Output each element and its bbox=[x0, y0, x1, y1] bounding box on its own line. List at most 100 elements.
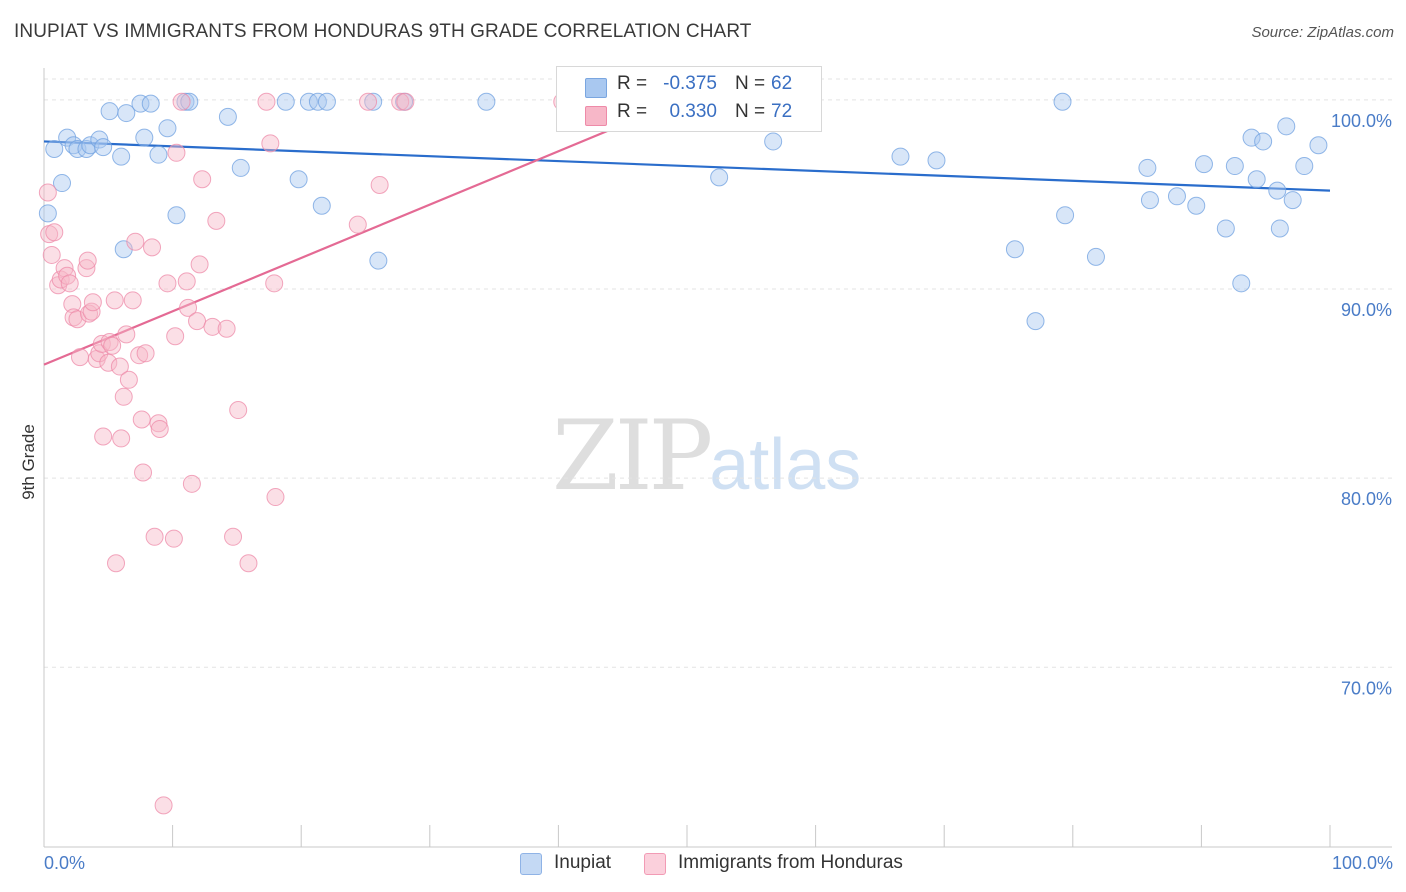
honduras-point bbox=[77, 259, 96, 278]
honduras-point bbox=[107, 554, 126, 573]
honduras-point bbox=[123, 291, 142, 310]
legend-r-value: 0.330 bbox=[669, 101, 717, 122]
inupiat-point bbox=[180, 92, 199, 111]
honduras-point bbox=[126, 232, 145, 251]
honduras-point bbox=[370, 175, 389, 194]
honduras-point bbox=[82, 302, 101, 321]
inupiat-trend-line bbox=[43, 140, 1331, 192]
honduras-point bbox=[224, 527, 243, 546]
honduras-point bbox=[83, 293, 102, 312]
inupiat-point bbox=[231, 158, 250, 177]
inupiat-point bbox=[112, 147, 131, 166]
honduras-point bbox=[188, 312, 207, 331]
inupiat-point bbox=[53, 174, 72, 193]
inupiat-point bbox=[1194, 155, 1213, 174]
inupiat-point bbox=[1295, 157, 1314, 176]
honduras-point bbox=[190, 255, 209, 274]
honduras-point bbox=[143, 238, 162, 257]
legend-r-label: R = bbox=[617, 73, 648, 94]
inupiat-point bbox=[317, 92, 336, 111]
x-tick-label: 0.0% bbox=[44, 853, 85, 873]
watermark-zip: ZIP bbox=[552, 400, 713, 512]
honduras-point bbox=[99, 353, 118, 372]
honduras-point bbox=[193, 170, 212, 189]
honduras-point bbox=[110, 357, 129, 376]
honduras-point bbox=[71, 348, 90, 367]
inupiat-point bbox=[94, 138, 113, 157]
honduras-point bbox=[359, 92, 378, 111]
honduras-point bbox=[103, 336, 122, 355]
inupiat-point bbox=[289, 170, 308, 189]
legend-n-label: N = bbox=[735, 73, 766, 94]
honduras-point bbox=[182, 474, 201, 493]
honduras-point bbox=[68, 310, 87, 329]
honduras-point bbox=[257, 92, 276, 111]
y-tick-labels: 70.0% 80.0% 90.0% 100.0% bbox=[1331, 111, 1392, 698]
honduras-point bbox=[58, 266, 77, 285]
honduras-point bbox=[119, 370, 138, 389]
watermark-atlas: atlas bbox=[709, 425, 862, 505]
legend-swatch-inupiat bbox=[585, 78, 607, 98]
inupiat-point bbox=[891, 147, 910, 166]
legend-n-label: N = bbox=[735, 101, 766, 122]
inupiat-point bbox=[167, 206, 186, 225]
honduras-point bbox=[112, 429, 131, 448]
y-tick-label: 100.0% bbox=[1331, 111, 1392, 131]
correlation-legend: R = -0.375 N = 62 R = 0.330 N = 72 bbox=[556, 66, 822, 132]
honduras-point bbox=[164, 529, 183, 548]
inupiat-point bbox=[312, 196, 331, 215]
honduras-point bbox=[134, 463, 153, 482]
inupiat-point bbox=[299, 92, 318, 111]
legend-r-value: -0.375 bbox=[663, 73, 717, 94]
inupiat-point bbox=[1140, 191, 1159, 210]
inupiat-point bbox=[1138, 158, 1157, 177]
inupiat-point bbox=[131, 94, 150, 113]
honduras-point bbox=[261, 134, 280, 153]
legend-r-label: R = bbox=[617, 101, 648, 122]
legend-swatch-honduras bbox=[585, 106, 607, 126]
inupiat-point bbox=[308, 92, 327, 111]
inupiat-point bbox=[1309, 136, 1328, 155]
honduras-point bbox=[94, 427, 113, 446]
honduras-point bbox=[78, 251, 97, 270]
legend-row-inupiat: R = -0.375 N = 62 bbox=[557, 73, 821, 101]
honduras-point bbox=[179, 298, 198, 317]
legend-n-value: 62 bbox=[771, 73, 793, 94]
honduras-point bbox=[105, 291, 124, 310]
y-tick-label: 90.0% bbox=[1341, 300, 1392, 320]
inupiat-point bbox=[1216, 219, 1235, 238]
honduras-point bbox=[167, 143, 186, 162]
watermark: ZIPatlas bbox=[552, 400, 861, 512]
chart-title: INUPIAT VS IMMIGRANTS FROM HONDURAS 9TH … bbox=[14, 21, 752, 42]
series-honduras bbox=[38, 92, 698, 815]
inupiat-point bbox=[135, 128, 154, 147]
inupiat-point bbox=[764, 132, 783, 151]
inupiat-point bbox=[1187, 196, 1206, 215]
honduras-point bbox=[80, 304, 99, 323]
x-tick-labels: 0.0% 100.0% bbox=[44, 853, 1393, 873]
honduras-point bbox=[117, 325, 136, 344]
legend-swatch-honduras bbox=[644, 853, 666, 875]
inupiat-point bbox=[1277, 117, 1296, 136]
inupiat-point bbox=[1026, 312, 1045, 331]
inupiat-point bbox=[1086, 247, 1105, 266]
honduras-point bbox=[145, 527, 164, 546]
honduras-point bbox=[265, 274, 284, 293]
inupiat-point bbox=[1225, 157, 1244, 176]
inupiat-point bbox=[1167, 187, 1186, 206]
inupiat-point bbox=[58, 128, 77, 147]
honduras-point bbox=[348, 215, 367, 234]
honduras-point bbox=[158, 274, 177, 293]
honduras-point bbox=[130, 346, 149, 365]
data-points bbox=[38, 92, 1328, 815]
legend-label-inupiat: Inupiat bbox=[554, 852, 612, 873]
honduras-point bbox=[150, 419, 169, 438]
inupiat-point bbox=[1270, 219, 1289, 238]
inupiat-point bbox=[1254, 132, 1273, 151]
inupiat-point bbox=[1005, 240, 1024, 259]
honduras-point bbox=[38, 183, 57, 202]
legend-label-honduras: Immigrants from Honduras bbox=[678, 852, 903, 873]
inupiat-point bbox=[710, 168, 729, 187]
honduras-point bbox=[172, 92, 191, 111]
honduras-point bbox=[42, 245, 61, 264]
